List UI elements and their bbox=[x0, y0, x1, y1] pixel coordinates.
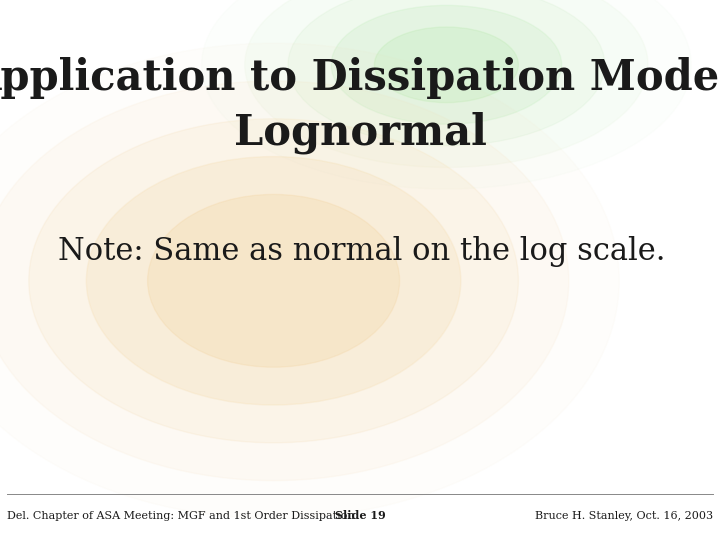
Ellipse shape bbox=[86, 157, 461, 405]
Ellipse shape bbox=[245, 0, 648, 167]
Text: Note: Same as normal on the log scale.: Note: Same as normal on the log scale. bbox=[58, 235, 665, 267]
Ellipse shape bbox=[374, 27, 518, 103]
Ellipse shape bbox=[29, 119, 518, 443]
Ellipse shape bbox=[0, 81, 569, 481]
Text: Bruce H. Stanley, Oct. 16, 2003: Bruce H. Stanley, Oct. 16, 2003 bbox=[535, 511, 713, 521]
Ellipse shape bbox=[148, 194, 400, 367]
Ellipse shape bbox=[288, 0, 605, 146]
Text: Del. Chapter of ASA Meeting: MGF and 1st Order Dissipation: Del. Chapter of ASA Meeting: MGF and 1st… bbox=[7, 511, 355, 521]
Text: Slide 19: Slide 19 bbox=[335, 510, 385, 521]
Text: Application to Dissipation Model:: Application to Dissipation Model: bbox=[0, 57, 720, 99]
Text: Lognormal: Lognormal bbox=[233, 111, 487, 153]
Ellipse shape bbox=[331, 5, 562, 124]
